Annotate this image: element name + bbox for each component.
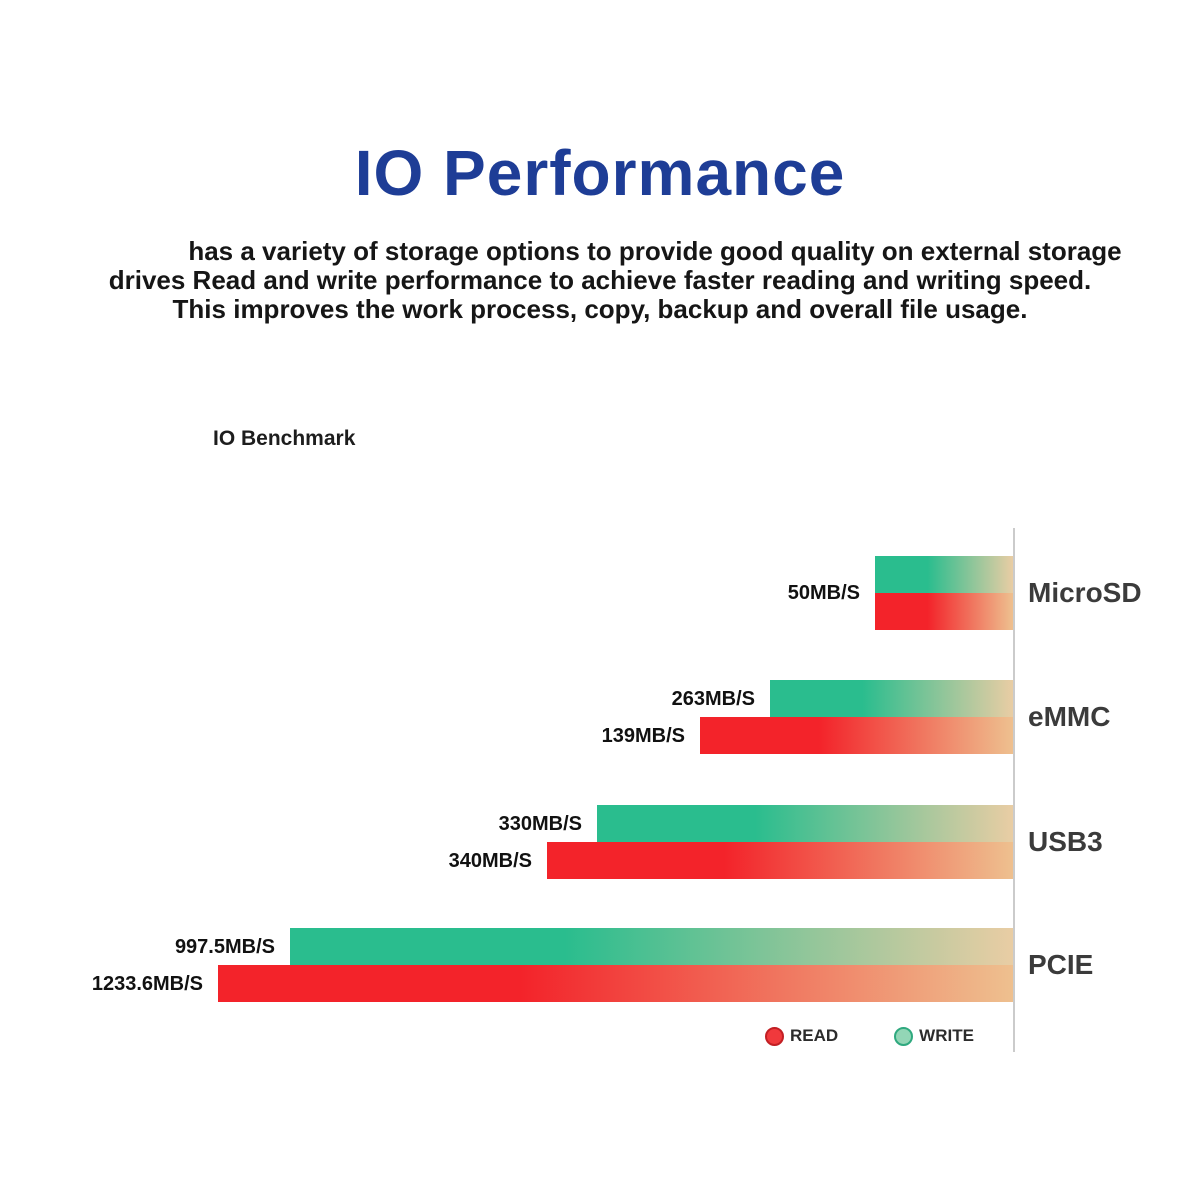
chart-legend: READ WRITE xyxy=(765,1026,974,1046)
legend-item-read: READ xyxy=(765,1026,838,1046)
subtitle-line: This improves the work process, copy, ba… xyxy=(172,294,1028,324)
read-bar xyxy=(218,965,1013,1002)
legend-read-label: READ xyxy=(790,1026,839,1045)
category-label: eMMC xyxy=(1028,701,1111,732)
chart-title: IO Benchmark xyxy=(213,427,356,450)
chart-axis-line xyxy=(1013,528,1015,1052)
read-bar xyxy=(875,593,1013,630)
category-label: USB3 xyxy=(1028,826,1103,857)
legend-item-write: WRITE xyxy=(894,1026,974,1046)
read-bar xyxy=(547,842,1013,879)
read-bar xyxy=(700,717,1013,754)
value-label: 139MB/S xyxy=(601,724,685,747)
legend-write-label: WRITE xyxy=(919,1026,974,1045)
write-bar xyxy=(770,680,1013,717)
write-bar xyxy=(875,556,1013,593)
value-label: 330MB/S xyxy=(498,812,582,835)
page-subtitle: has a variety of storage options to prov… xyxy=(0,237,1200,324)
write-legend-dot-icon xyxy=(894,1026,914,1046)
value-label: 263MB/S xyxy=(671,687,755,710)
category-label: MicroSD xyxy=(1028,577,1142,608)
page-title: IO Performance xyxy=(354,137,846,209)
write-bar xyxy=(597,805,1013,842)
category-label: PCIE xyxy=(1028,949,1094,980)
write-bar xyxy=(290,928,1013,965)
value-label: 997.5MB/S xyxy=(174,935,275,958)
read-legend-dot-icon xyxy=(765,1026,784,1046)
subtitle-line: drives Read and write performance to ach… xyxy=(108,265,1092,295)
value-label: 1233.6MB/S xyxy=(91,972,203,995)
subtitle-line: has a variety of storage options to prov… xyxy=(188,236,1122,266)
value-label: 50MB/S xyxy=(787,582,860,604)
value-label: 340MB/S xyxy=(448,849,532,872)
